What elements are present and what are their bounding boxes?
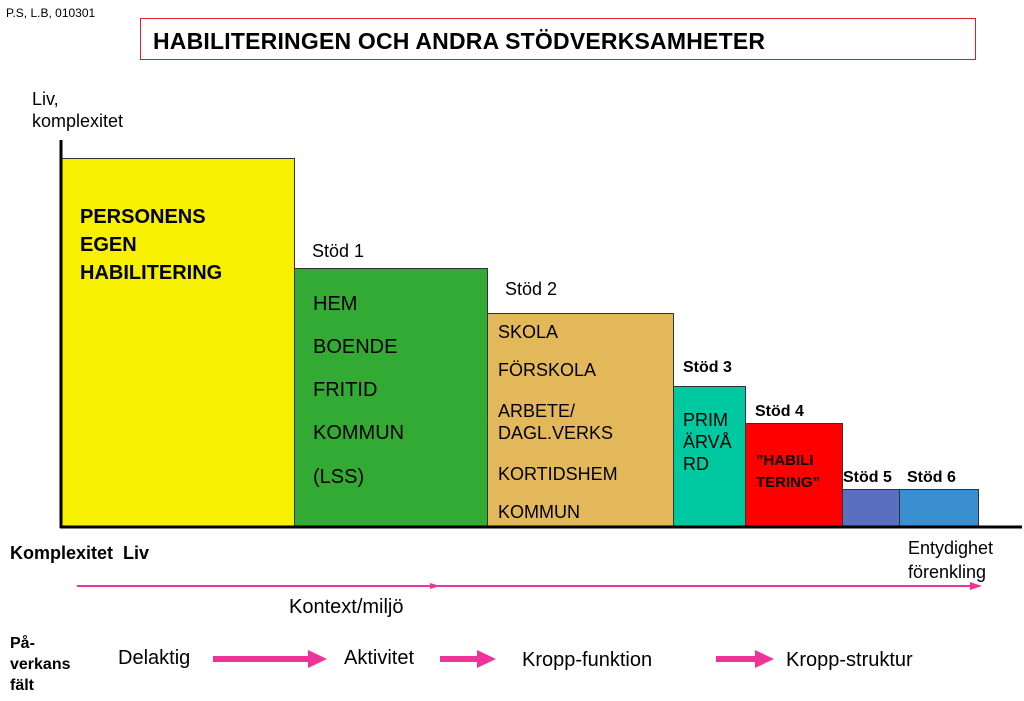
block-stod5: [842, 489, 900, 528]
stod4-label: Stöd 4: [755, 403, 804, 420]
stod3-label: Stöd 3: [683, 359, 732, 376]
stod1-item: KOMMUN: [313, 422, 405, 444]
kontext-arrow: [77, 582, 982, 590]
y-axis-label: Liv, komplexitet: [32, 89, 124, 131]
stod2-item: KOMMUN: [498, 502, 580, 522]
personens-text: PERSONENS EGEN HABILITERING: [80, 206, 223, 284]
stod2-label: Stöd 2: [505, 279, 558, 299]
stod1-label: Stöd 1: [312, 241, 365, 261]
stod1-item: (LSS): [313, 466, 365, 488]
x-axis-right-label: Entydighet förenkling: [908, 538, 994, 582]
verkans-arrow-3: [716, 650, 774, 668]
verkans-step-delaktig: Delaktig: [118, 647, 191, 669]
block-stod2: SKOLA FÖRSKOLA ARBETE/ DAGL.VERKS KORTID…: [487, 313, 674, 528]
stod5-label: Stöd 5: [843, 469, 892, 486]
title-box: HABILITERINGEN OCH ANDRA STÖDVERKSAMHETE…: [140, 18, 976, 60]
stod2-item: FÖRSKOLA: [498, 360, 597, 380]
verkans-arrow-1: [213, 650, 327, 668]
x-axis-left-label: Komplexitet Liv: [10, 543, 150, 563]
verkans-label: På- verkans fält: [10, 635, 71, 694]
stod1-item: HEM: [313, 293, 358, 315]
verkans-arrow-2: [440, 650, 496, 668]
block-stod3: PRIM ÄRVÅ RD: [673, 386, 746, 528]
stod1-item: FRITID: [313, 379, 378, 401]
kontext-label: Kontext/miljö: [289, 596, 404, 618]
credit-text: P.S, L.B, 010301: [6, 6, 96, 20]
stod2-item: ARBETE/ DAGL.VERKS: [498, 401, 614, 443]
verkans-step-kropp-funktion: Kropp-funktion: [522, 649, 653, 671]
block-stod1: HEM BOENDE FRITID KOMMUN (LSS): [294, 268, 488, 528]
stod2-item: SKOLA: [498, 322, 559, 342]
page-title: HABILITERINGEN OCH ANDRA STÖDVERKSAMHETE…: [153, 28, 766, 54]
verkans-step-aktivitet: Aktivitet: [344, 647, 415, 669]
stod1-item: BOENDE: [313, 336, 398, 358]
block-personens: PERSONENS EGEN HABILITERING: [61, 158, 295, 528]
stod2-item: KORTIDSHEM: [498, 464, 618, 484]
stod6-label: Stöd 6: [907, 469, 956, 486]
block-stod4: ”HABILI TERING”: [745, 423, 843, 528]
stod3-text: PRIM ÄRVÅ RD: [683, 410, 732, 474]
verkans-step-kropp-struktur: Kropp-struktur: [786, 649, 913, 671]
block-stod6: [899, 489, 979, 528]
stod4-text: ”HABILI TERING”: [756, 452, 821, 491]
